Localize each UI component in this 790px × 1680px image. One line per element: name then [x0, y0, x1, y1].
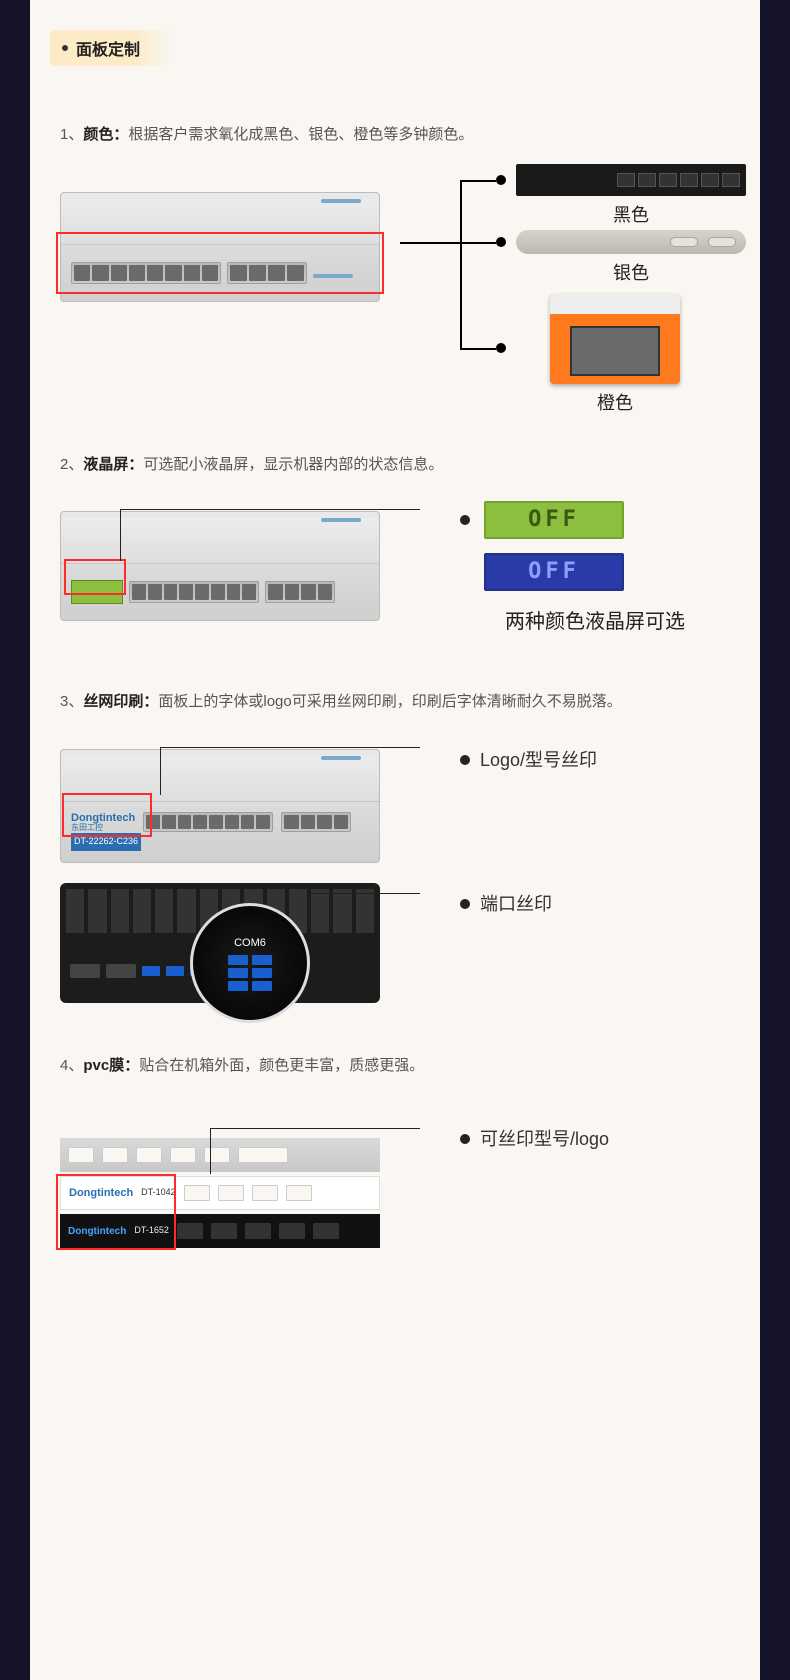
- item-pvc: 4、pvc膜：贴合在机箱外面，颜色更丰富，质感更强。 Dongtintech D…: [60, 1053, 730, 1253]
- color-options: 黑色 银色 橙色: [420, 172, 730, 402]
- sample-label: 橙色: [597, 388, 633, 419]
- figure-row-lcd: OFF OFF 两种颜色液晶屏可选: [60, 501, 730, 639]
- device-left: Dongtintech 东田工控 DT-22262-C236: [60, 739, 420, 863]
- lcd-blue: OFF: [484, 553, 624, 591]
- item-label: 液晶屏：: [83, 456, 143, 473]
- lcd-green: OFF: [484, 501, 624, 539]
- item-desc: 贴合在机箱外面，颜色更丰富，质感更强。: [139, 1057, 424, 1074]
- black-embedded-pc: COM6: [60, 883, 380, 1003]
- section-header-tag: 面板定制: [50, 30, 170, 66]
- sample-label: 黑色: [613, 200, 649, 231]
- connector-dot: [460, 1134, 470, 1144]
- item-label: 颜色：: [83, 126, 128, 143]
- item-silkscreen: 3、丝网印刷：面板上的字体或logo可采用丝网印刷，印刷后字体清晰耐久不易脱落。…: [60, 689, 730, 1003]
- sample-orange: 橙色: [550, 294, 680, 419]
- item-color: 1、颜色：根据客户需求氧化成黑色、银色、橙色等多钟颜色。: [60, 122, 730, 402]
- pvc-left: Dongtintech DT-1042 Dongtintech DT-1652: [60, 1138, 420, 1252]
- connector-dot: [460, 515, 470, 525]
- highlight-box: [56, 232, 384, 294]
- device-left: COM6: [60, 883, 420, 1003]
- callout-right: 可丝印型号/logo: [420, 1118, 730, 1252]
- item-desc: 根据客户需求氧化成黑色、银色、橙色等多钟颜色。: [128, 126, 473, 143]
- highlight-box: [56, 1174, 176, 1250]
- port-label: COM6: [234, 934, 266, 953]
- item-label: 丝网印刷：: [83, 693, 158, 710]
- callout-text: 可丝印型号/logo: [480, 1124, 609, 1155]
- callout-text: 端口丝印: [480, 889, 552, 920]
- figure-silkscreen-1: Dongtintech 东田工控 DT-22262-C236: [60, 739, 730, 863]
- sample-silver: 银色: [516, 230, 746, 289]
- item-number: 1、: [60, 126, 83, 143]
- item-label: pvc膜：: [83, 1057, 139, 1074]
- device-left: [60, 501, 420, 639]
- connector-tree: 黑色 银色 橙色: [460, 172, 730, 402]
- highlight-box: [64, 559, 126, 595]
- lcd-text: OFF: [528, 501, 580, 538]
- zoom-lens: COM6: [190, 903, 310, 1023]
- sample-black: 黑色: [516, 164, 746, 231]
- callout-text: Logo/型号丝印: [480, 745, 597, 776]
- callout-right: Logo/型号丝印: [420, 739, 730, 796]
- item-number: 3、: [60, 693, 83, 710]
- sample-label: 银色: [613, 258, 649, 289]
- page: 面板定制 1、颜色：根据客户需求氧化成黑色、银色、橙色等多钟颜色。: [30, 0, 760, 1680]
- item-number: 4、: [60, 1057, 83, 1074]
- item-desc: 面板上的字体或logo可采用丝网印刷，印刷后字体清晰耐久不易脱落。: [158, 693, 621, 710]
- pvc-panel-silver: [60, 1138, 380, 1172]
- connector-dot: [460, 755, 470, 765]
- highlight-box: [62, 793, 152, 837]
- item-desc: 可选配小液晶屏，显示机器内部的状态信息。: [143, 456, 443, 473]
- item-lcd: 2、液晶屏：可选配小液晶屏，显示机器内部的状态信息。: [60, 452, 730, 640]
- lcd-variants: OFF OFF 两种颜色液晶屏可选: [420, 501, 730, 639]
- figure-pvc: Dongtintech DT-1042 Dongtintech DT-1652: [60, 1138, 730, 1252]
- device-left: [60, 172, 420, 402]
- lcd-text: OFF: [528, 553, 580, 590]
- section-header-title: 面板定制: [76, 36, 140, 60]
- figure-silkscreen-2: COM6 端口丝印: [60, 883, 730, 1003]
- figure-row-colors: 黑色 银色 橙色: [60, 172, 730, 402]
- connector-dot: [460, 899, 470, 909]
- callout-right: 端口丝印: [420, 883, 730, 1003]
- lcd-caption: 两种颜色液晶屏可选: [460, 605, 730, 639]
- item-number: 2、: [60, 456, 83, 473]
